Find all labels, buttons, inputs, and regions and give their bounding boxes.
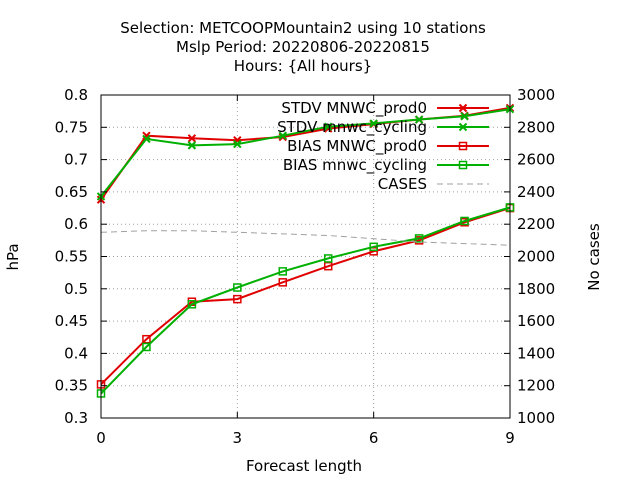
y-tick-label: 0.65 [55,183,88,201]
series-2 [96,203,515,389]
legend-item-0: STDV MNWC_prod0 [281,99,489,118]
legend-label: STDV MNWC_prod0 [281,99,427,118]
data-point [278,267,288,276]
x-tick-label: 3 [233,429,243,447]
series-line [100,108,511,198]
legend-marker [458,141,468,151]
data-point [323,261,333,271]
legend-marker [458,122,468,132]
data-point [142,131,151,140]
plot-series [96,103,515,398]
legend-label: BIAS MNWC_prod0 [287,137,427,156]
y-tick-label: 0.55 [55,248,88,266]
y2-tick-label: 2200 [517,215,555,233]
data-point [233,139,242,149]
x-tick-label: 6 [369,429,379,447]
data-point [142,342,151,352]
data-point [187,300,197,309]
y-axis-label: hPa [4,243,22,270]
data-point [233,283,242,292]
data-point [233,294,242,304]
legend-label: CASES [378,175,427,193]
y-tick-label: 0.7 [64,151,88,169]
data-point [323,254,333,263]
y2-tick-label: 1200 [517,377,555,395]
x-tick-label: 0 [96,429,106,447]
data-point [414,234,424,243]
data-point [460,216,469,226]
series-line [100,207,511,386]
y2-tick-label: 1800 [517,280,555,298]
y2-axis-label: No cases [585,223,603,291]
data-point [278,131,287,140]
y-tick-label: 0.6 [64,215,88,233]
series-line [100,206,511,395]
y-tick-label: 0.35 [55,377,88,395]
series-line [100,230,511,246]
y2-tick-label: 2400 [517,183,555,201]
data-point [142,134,151,144]
legend-item-1: STDV mnwc_cycling [277,118,489,137]
series-3 [96,203,515,398]
data-point [414,115,424,124]
legend-item-4: CASES [378,175,489,193]
y2-tick-label: 2600 [517,151,555,169]
x-tick-label: 9 [505,429,515,447]
y2-tick-label: 1000 [517,409,555,427]
data-point [187,141,197,150]
legend-label: STDV mnwc_cycling [277,118,427,137]
chart-title: Selection: METCOOPMountain2 using 10 sta… [120,19,486,75]
y-tick-label: 0.5 [64,280,88,298]
title-line-1: Selection: METCOOPMountain2 using 10 sta… [120,19,486,37]
title-line-3: Hours: {All hours} [234,57,372,75]
data-point [460,112,469,121]
data-point [278,278,288,287]
legend-item-3: BIAS mnwc_cycling [283,156,489,175]
y-tick-label: 0.75 [55,118,88,136]
y2-tick-label: 3000 [517,86,555,104]
y-tick-label: 0.8 [64,86,88,104]
data-point [142,334,151,344]
legend-label: BIAS mnwc_cycling [283,156,427,175]
y-tick-label: 0.4 [64,344,88,362]
data-point [369,119,378,128]
y2-tick-label: 2000 [517,248,555,266]
y2-tick-label: 2800 [517,118,555,136]
x-axis-label: Forecast length [246,457,362,475]
y-tick-label: 0.45 [55,312,88,330]
title-line-2: Mslp Period: 20220806-20220815 [176,38,430,56]
series-4 [100,230,511,246]
axes: 0 3 6 9 0.3 0.35 0.4 0.45 0.5 0.55 0.6 0.65 0.7 0.75 0… [55,86,556,447]
y-tick-label: 0.3 [64,409,88,427]
legend-marker [458,160,468,170]
data-point [369,242,378,252]
data-point [187,134,197,143]
y2-tick-label: 1600 [517,312,555,330]
y2-tick-label: 1400 [517,344,555,362]
data-point [324,122,333,131]
legend-item-2: BIAS MNWC_prod0 [287,137,489,156]
legend-marker [458,103,468,113]
